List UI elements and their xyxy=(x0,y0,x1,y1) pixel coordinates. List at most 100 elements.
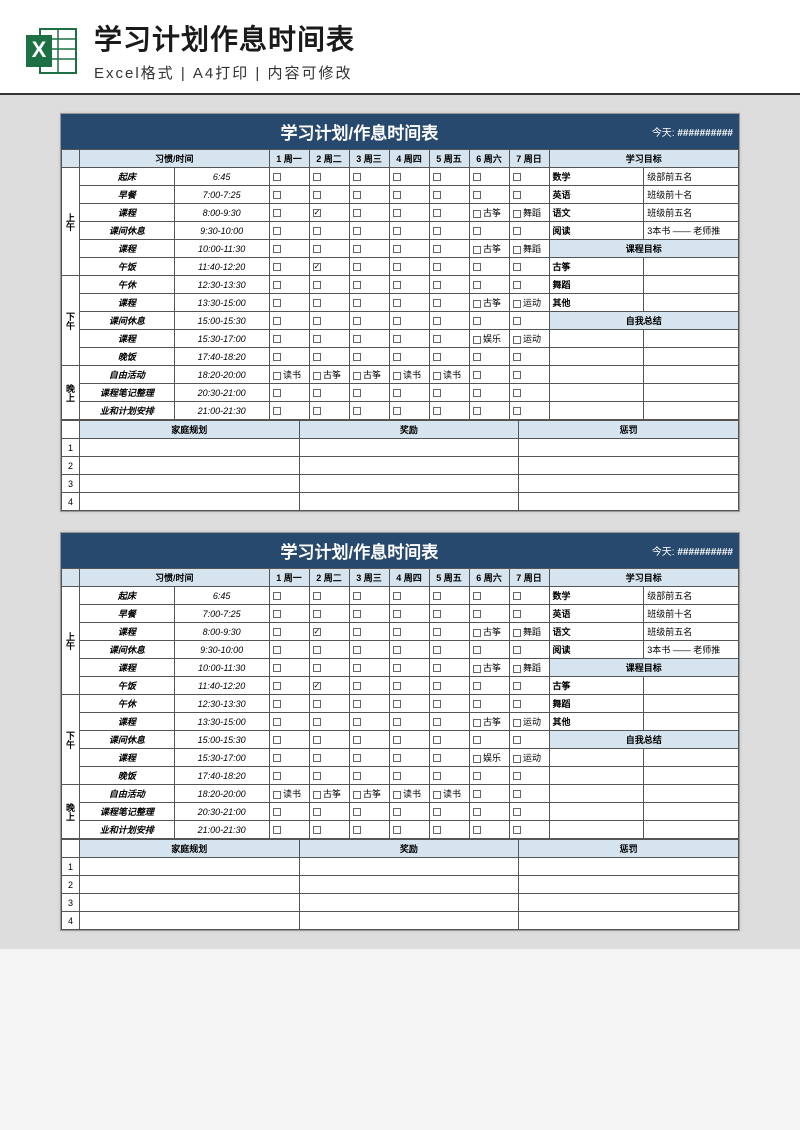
day-cell[interactable] xyxy=(349,384,389,402)
day-cell[interactable] xyxy=(509,384,549,402)
day-cell[interactable]: 古筝 xyxy=(309,366,349,384)
day-cell[interactable] xyxy=(309,695,349,713)
day-cell[interactable] xyxy=(389,659,429,677)
day-cell[interactable] xyxy=(509,677,549,695)
day-cell[interactable] xyxy=(349,276,389,294)
day-cell[interactable] xyxy=(469,168,509,186)
day-cell[interactable] xyxy=(509,222,549,240)
day-cell[interactable] xyxy=(429,713,469,731)
day-cell[interactable] xyxy=(309,204,349,222)
day-cell[interactable] xyxy=(469,587,509,605)
day-cell[interactable] xyxy=(389,605,429,623)
day-cell[interactable] xyxy=(309,258,349,276)
day-cell[interactable] xyxy=(349,731,389,749)
day-cell[interactable] xyxy=(429,641,469,659)
day-cell[interactable] xyxy=(269,605,309,623)
day-cell[interactable] xyxy=(309,821,349,839)
day-cell[interactable] xyxy=(429,330,469,348)
day-cell[interactable]: 运动 xyxy=(509,294,549,312)
day-cell[interactable] xyxy=(389,186,429,204)
day-cell[interactable]: 运动 xyxy=(509,330,549,348)
day-cell[interactable] xyxy=(509,168,549,186)
day-cell[interactable] xyxy=(429,803,469,821)
day-cell[interactable] xyxy=(389,204,429,222)
day-cell[interactable] xyxy=(469,348,509,366)
day-cell[interactable] xyxy=(429,294,469,312)
day-cell[interactable] xyxy=(469,402,509,420)
day-cell[interactable] xyxy=(309,222,349,240)
day-cell[interactable] xyxy=(349,749,389,767)
day-cell[interactable] xyxy=(309,587,349,605)
day-cell[interactable] xyxy=(389,222,429,240)
day-cell[interactable] xyxy=(269,258,309,276)
day-cell[interactable]: 舞蹈 xyxy=(509,659,549,677)
day-cell[interactable] xyxy=(389,767,429,785)
day-cell[interactable] xyxy=(269,731,309,749)
day-cell[interactable]: 古筝 xyxy=(349,366,389,384)
day-cell[interactable] xyxy=(429,348,469,366)
day-cell[interactable] xyxy=(389,258,429,276)
day-cell[interactable] xyxy=(309,330,349,348)
day-cell[interactable] xyxy=(269,222,309,240)
day-cell[interactable] xyxy=(429,821,469,839)
day-cell[interactable] xyxy=(269,276,309,294)
day-cell[interactable] xyxy=(469,312,509,330)
day-cell[interactable] xyxy=(509,312,549,330)
day-cell[interactable]: 古筝 xyxy=(349,785,389,803)
day-cell[interactable]: 古筝 xyxy=(469,659,509,677)
day-cell[interactable] xyxy=(309,168,349,186)
day-cell[interactable] xyxy=(269,330,309,348)
day-cell[interactable]: 古筝 xyxy=(469,623,509,641)
day-cell[interactable] xyxy=(389,384,429,402)
day-cell[interactable]: 运动 xyxy=(509,713,549,731)
day-cell[interactable] xyxy=(309,731,349,749)
day-cell[interactable] xyxy=(469,186,509,204)
day-cell[interactable] xyxy=(349,294,389,312)
day-cell[interactable] xyxy=(269,204,309,222)
day-cell[interactable] xyxy=(389,168,429,186)
day-cell[interactable] xyxy=(349,402,389,420)
day-cell[interactable]: 古筝 xyxy=(469,204,509,222)
day-cell[interactable] xyxy=(269,749,309,767)
day-cell[interactable] xyxy=(309,623,349,641)
day-cell[interactable] xyxy=(309,605,349,623)
day-cell[interactable] xyxy=(389,402,429,420)
day-cell[interactable] xyxy=(269,384,309,402)
day-cell[interactable] xyxy=(429,222,469,240)
day-cell[interactable] xyxy=(469,677,509,695)
day-cell[interactable] xyxy=(469,767,509,785)
day-cell[interactable] xyxy=(309,767,349,785)
day-cell[interactable] xyxy=(349,695,389,713)
day-cell[interactable] xyxy=(389,240,429,258)
day-cell[interactable]: 读书 xyxy=(389,366,429,384)
day-cell[interactable]: 古筝 xyxy=(469,713,509,731)
day-cell[interactable]: 舞蹈 xyxy=(509,240,549,258)
day-cell[interactable] xyxy=(469,366,509,384)
day-cell[interactable] xyxy=(509,785,549,803)
day-cell[interactable] xyxy=(269,240,309,258)
day-cell[interactable]: 读书 xyxy=(429,366,469,384)
day-cell[interactable] xyxy=(269,294,309,312)
day-cell[interactable] xyxy=(269,659,309,677)
day-cell[interactable] xyxy=(469,258,509,276)
day-cell[interactable] xyxy=(429,168,469,186)
day-cell[interactable] xyxy=(389,348,429,366)
day-cell[interactable] xyxy=(309,713,349,731)
day-cell[interactable] xyxy=(509,366,549,384)
day-cell[interactable] xyxy=(509,258,549,276)
day-cell[interactable] xyxy=(429,312,469,330)
day-cell[interactable] xyxy=(309,348,349,366)
day-cell[interactable] xyxy=(509,641,549,659)
day-cell[interactable] xyxy=(349,623,389,641)
day-cell[interactable] xyxy=(469,384,509,402)
day-cell[interactable] xyxy=(349,312,389,330)
day-cell[interactable] xyxy=(509,695,549,713)
day-cell[interactable] xyxy=(309,294,349,312)
day-cell[interactable] xyxy=(389,677,429,695)
day-cell[interactable] xyxy=(469,821,509,839)
day-cell[interactable] xyxy=(269,767,309,785)
day-cell[interactable] xyxy=(429,677,469,695)
day-cell[interactable] xyxy=(429,402,469,420)
day-cell[interactable] xyxy=(309,659,349,677)
day-cell[interactable] xyxy=(509,767,549,785)
